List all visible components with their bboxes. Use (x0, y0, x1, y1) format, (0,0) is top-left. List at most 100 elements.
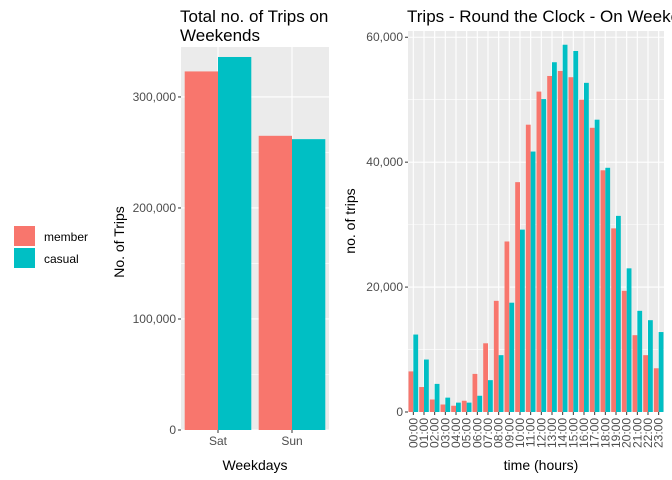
bar-member-12:00 (536, 91, 542, 413)
bar-member-20:00 (621, 290, 627, 412)
bar-casual-23:00 (658, 332, 664, 412)
bar-casual-15:00 (573, 50, 579, 413)
weekend-totals-y-axis-title: No. of Trips (111, 206, 127, 278)
x-tick-label: 00:00 (406, 418, 420, 448)
y-tick-label: 100,000 (133, 312, 177, 326)
x-tick-label: Sun (281, 434, 302, 448)
hourly-trips-y-axis-title: no. of trips (342, 188, 358, 253)
bar-casual-00:00 (413, 334, 419, 412)
bar-member-19:00 (611, 228, 616, 412)
bar-casual-20:00 (626, 268, 632, 412)
bar-member-23:00 (653, 368, 659, 412)
bar-casual-21:00 (637, 310, 643, 412)
bar-casual-08:00 (498, 355, 504, 412)
legend-key-casual (14, 248, 35, 268)
bar-casual-01:00 (424, 359, 429, 412)
bar-casual-16:00 (584, 82, 589, 413)
bar-casual-06:00 (477, 395, 483, 412)
bar-member-06:00 (472, 373, 478, 412)
bar-member-17:00 (589, 127, 595, 413)
bar-casual-04:00 (456, 402, 461, 412)
bar-casual-10:00 (520, 229, 525, 412)
x-tick-label: 06:00 (470, 418, 484, 448)
x-tick-label: 22:00 (641, 418, 655, 448)
x-tick-label: 19:00 (609, 418, 623, 448)
hourly-trips-panel: 020,00040,00060,00000:0001:0002:0003:000… (366, 30, 665, 448)
x-tick-label: 04:00 (449, 418, 463, 448)
bar-member-21:00 (632, 335, 638, 412)
x-tick-label: 17:00 (588, 418, 602, 448)
bar-member-02:00 (429, 399, 435, 412)
x-tick-label: 11:00 (524, 418, 538, 447)
bar-casual-19:00 (616, 215, 621, 412)
weekend-totals-x-axis-title: Weekdays (222, 457, 287, 473)
bar-casual-Sat (218, 56, 252, 430)
bar-member-00:00 (408, 371, 414, 412)
y-tick-label: 0 (396, 405, 403, 419)
x-tick-label: 08:00 (492, 418, 506, 448)
x-tick-label: 16:00 (577, 418, 591, 448)
panel-background (408, 31, 664, 412)
legend-label-member: member (44, 230, 88, 244)
bar-casual-02:00 (434, 383, 440, 412)
x-tick-label: 02:00 (428, 418, 442, 448)
bar-casual-03:00 (445, 397, 451, 412)
y-tick-label: 60,000 (366, 30, 403, 44)
x-tick-label: Sat (209, 434, 228, 448)
weekend-totals-title-line1: Total no. of Trips on (180, 7, 328, 26)
x-tick-label: 14:00 (556, 418, 570, 448)
hourly-trips-x-axis-title: time (hours) (504, 457, 579, 473)
bar-member-16:00 (579, 99, 584, 412)
legend: member casual (14, 226, 88, 268)
bar-member-18:00 (600, 170, 606, 412)
hourly-trips-title-clip: Trips - Round the Clock - On Weekends (407, 7, 672, 26)
bar-member-22:00 (643, 355, 648, 412)
bar-casual-11:00 (530, 151, 536, 412)
bar-member-09:00 (504, 241, 510, 412)
bar-member-Sat (184, 71, 218, 430)
bar-casual-22:00 (648, 320, 653, 412)
legend-label-casual: casual (44, 252, 79, 266)
bar-member-04:00 (451, 405, 456, 412)
x-tick-label: 09:00 (502, 418, 516, 448)
x-tick-label: 21:00 (630, 418, 644, 448)
bar-casual-14:00 (562, 44, 568, 413)
bar-member-07:00 (483, 343, 488, 412)
bar-member-05:00 (461, 400, 467, 412)
x-tick-label: 18:00 (598, 418, 612, 448)
bar-member-13:00 (547, 75, 552, 412)
bar-member-01:00 (419, 387, 424, 412)
x-tick-label: 05:00 (460, 418, 474, 448)
bar-casual-18:00 (605, 167, 611, 412)
weekend-totals-chart: Total no. of Trips on Weekends 0 100,000 2… (111, 7, 329, 473)
bar-casual-05:00 (466, 402, 472, 412)
bar-casual-12:00 (541, 99, 547, 413)
weekend-totals-panel: 0 100,000 200,000 300,000 Sat Sun (133, 47, 329, 448)
hourly-trips-title: Trips - Round the Clock - On Weekends (407, 7, 672, 26)
y-tick-label: 200,000 (133, 201, 177, 215)
bar-casual-17:00 (594, 119, 600, 412)
weekend-totals-title-clip: Total no. of Trips on Weekends (180, 7, 328, 45)
bar-member-11:00 (525, 124, 531, 412)
bar-member-15:00 (568, 77, 574, 413)
legend-key-member (14, 226, 35, 246)
bar-member-10:00 (515, 182, 520, 412)
x-tick-label: 03:00 (438, 418, 452, 448)
y-tick-label: 20,000 (366, 280, 403, 294)
x-tick-label: 20:00 (620, 418, 634, 448)
x-tick-label: 12:00 (534, 418, 548, 448)
hourly-trips-chart: Trips - Round the Clock - On Weekends 02… (342, 7, 672, 473)
x-tick-label: 07:00 (481, 418, 495, 448)
bar-casual-13:00 (552, 62, 557, 413)
x-tick-label: 15:00 (566, 418, 580, 448)
bar-casual-09:00 (509, 302, 515, 412)
x-tick-label: 13:00 (545, 418, 559, 448)
bar-member-14:00 (557, 70, 563, 413)
bar-member-03:00 (440, 404, 446, 412)
weekend-totals-title-line2: Weekends (180, 26, 260, 45)
y-tick-label: 0 (169, 423, 176, 437)
y-tick-label: 300,000 (133, 90, 177, 104)
y-tick-label: 40,000 (366, 155, 403, 169)
bar-casual-07:00 (488, 380, 493, 412)
